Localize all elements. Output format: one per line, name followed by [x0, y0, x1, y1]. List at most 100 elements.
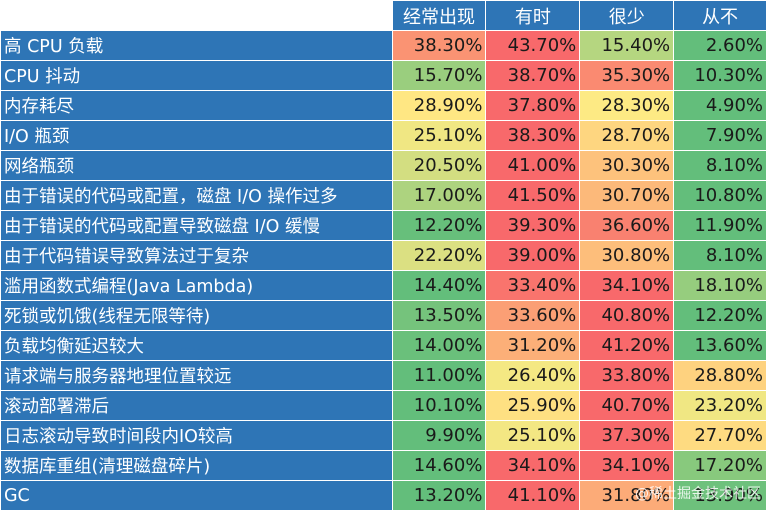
value-cell: 15.40% [580, 31, 674, 61]
value-cell: 17.20% [674, 451, 767, 481]
value-cell: 18.10% [674, 271, 767, 301]
value-cell: 10.80% [674, 181, 767, 211]
value-cell: 13.20% [392, 481, 486, 511]
value-cell: 27.70% [674, 421, 767, 451]
value-cell: 41.50% [486, 181, 580, 211]
value-cell: 28.80% [674, 361, 767, 391]
row-label: I/O 瓶颈 [1, 121, 393, 151]
value-cell: 31.80% [580, 481, 674, 511]
value-cell: 33.40% [486, 271, 580, 301]
row-label: 内存耗尽 [1, 91, 393, 121]
value-cell: 36.60% [580, 211, 674, 241]
col-header-rarely: 很少 [580, 1, 674, 31]
value-cell: 38.70% [486, 61, 580, 91]
value-cell: 14.40% [392, 271, 486, 301]
value-cell: 41.20% [580, 331, 674, 361]
value-cell: 43.70% [486, 31, 580, 61]
value-cell: 4.90% [674, 91, 767, 121]
row-label: 由于错误的代码或配置，磁盘 I/O 操作过多 [1, 181, 393, 211]
col-header-never: 从不 [674, 1, 767, 31]
value-cell: 31.20% [486, 331, 580, 361]
value-cell: 10.10% [392, 391, 486, 421]
row-label: 由于代码错误导致算法过于复杂 [1, 241, 393, 271]
value-cell: 23.20% [674, 391, 767, 421]
value-cell: 17.00% [392, 181, 486, 211]
value-cell: 8.10% [674, 151, 767, 181]
value-cell: 15.70% [392, 61, 486, 91]
value-cell: 41.00% [486, 151, 580, 181]
header-row: 经常出现 有时 很少 从不 [1, 1, 767, 31]
row-label: 负载均衡延迟较大 [1, 331, 393, 361]
value-cell: 13.90% [674, 481, 767, 511]
value-cell: 34.10% [486, 451, 580, 481]
value-cell: 8.10% [674, 241, 767, 271]
value-cell: 30.70% [580, 181, 674, 211]
table-row: 滥用函数式编程(Java Lambda)14.40%33.40%34.10%18… [1, 271, 767, 301]
row-label: 死锁或饥饿(线程无限等待) [1, 301, 393, 331]
value-cell: 33.80% [580, 361, 674, 391]
value-cell: 30.80% [580, 241, 674, 271]
value-cell: 25.10% [392, 121, 486, 151]
value-cell: 41.10% [486, 481, 580, 511]
value-cell: 2.60% [674, 31, 767, 61]
value-cell: 40.80% [580, 301, 674, 331]
value-cell: 13.50% [392, 301, 486, 331]
value-cell: 39.30% [486, 211, 580, 241]
value-cell: 37.30% [580, 421, 674, 451]
table-row: 死锁或饥饿(线程无限等待)13.50%33.60%40.80%12.20% [1, 301, 767, 331]
value-cell: 7.90% [674, 121, 767, 151]
value-cell: 28.90% [392, 91, 486, 121]
value-cell: 28.70% [580, 121, 674, 151]
row-label: CPU 抖动 [1, 61, 393, 91]
value-cell: 34.10% [580, 451, 674, 481]
corner-cell [1, 1, 393, 31]
value-cell: 13.60% [674, 331, 767, 361]
value-cell: 9.90% [392, 421, 486, 451]
value-cell: 38.30% [486, 121, 580, 151]
row-label: 网络瓶颈 [1, 151, 393, 181]
value-cell: 40.70% [580, 391, 674, 421]
value-cell: 26.40% [486, 361, 580, 391]
value-cell: 11.90% [674, 211, 767, 241]
value-cell: 14.60% [392, 451, 486, 481]
value-cell: 37.80% [486, 91, 580, 121]
row-label: 滚动部署滞后 [1, 391, 393, 421]
value-cell: 11.00% [392, 361, 486, 391]
row-label: 日志滚动导致时间段内IO较高 [1, 421, 393, 451]
value-cell: 22.20% [392, 241, 486, 271]
table-row: 数据库重组(清理磁盘碎片)14.60%34.10%34.10%17.20% [1, 451, 767, 481]
value-cell: 30.30% [580, 151, 674, 181]
value-cell: 35.30% [580, 61, 674, 91]
value-cell: 12.20% [674, 301, 767, 331]
value-cell: 38.30% [392, 31, 486, 61]
value-cell: 12.20% [392, 211, 486, 241]
value-cell: 10.30% [674, 61, 767, 91]
value-cell: 25.90% [486, 391, 580, 421]
value-cell: 20.50% [392, 151, 486, 181]
row-label: 由于错误的代码或配置导致磁盘 I/O 缓慢 [1, 211, 393, 241]
value-cell: 34.10% [580, 271, 674, 301]
row-label: GC [1, 481, 393, 511]
value-cell: 33.60% [486, 301, 580, 331]
value-cell: 25.10% [486, 421, 580, 451]
col-header-sometimes: 有时 [486, 1, 580, 31]
row-label: 滥用函数式编程(Java Lambda) [1, 271, 393, 301]
row-label: 请求端与服务器地理位置较远 [1, 361, 393, 391]
value-cell: 39.00% [486, 241, 580, 271]
row-label: 高 CPU 负载 [1, 31, 393, 61]
